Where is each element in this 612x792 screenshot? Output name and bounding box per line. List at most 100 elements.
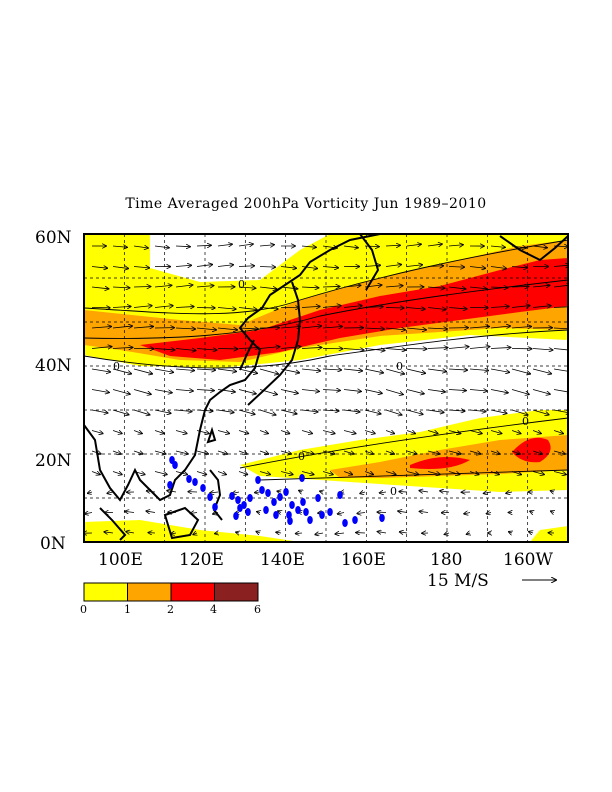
genesis-marker xyxy=(271,498,277,506)
genesis-marker xyxy=(192,478,198,486)
colorbar-tick-6: 6 xyxy=(254,603,261,616)
wind-vector xyxy=(448,267,464,268)
wind-vector xyxy=(91,368,110,372)
wind-vector xyxy=(238,368,257,373)
wind-vector xyxy=(125,511,135,512)
wind-vector xyxy=(277,491,281,492)
wind-vector xyxy=(175,328,195,329)
lon-label-120e: 120E xyxy=(179,550,224,570)
wind-vector xyxy=(193,533,197,534)
wind-vector xyxy=(278,511,281,512)
wind-vector xyxy=(364,368,383,373)
wind-vector xyxy=(343,369,362,371)
genesis-marker xyxy=(283,488,289,496)
wind-vector xyxy=(259,431,268,434)
wind-vector xyxy=(335,533,345,534)
wind-vector xyxy=(238,244,253,246)
wind-vector xyxy=(532,368,551,374)
wind-vector xyxy=(280,267,296,269)
wind-vector xyxy=(467,533,470,534)
wind-vector xyxy=(175,349,196,351)
wind-vector xyxy=(154,431,164,434)
wind-vector xyxy=(154,285,172,287)
wind-vector xyxy=(427,390,445,392)
wind-vector xyxy=(364,389,382,394)
colorbar xyxy=(83,582,259,602)
lon-label-180: 180 xyxy=(430,550,463,570)
wind-vector xyxy=(511,389,529,395)
wind-vector xyxy=(175,410,192,411)
wind-vector xyxy=(322,267,338,268)
wind-vector xyxy=(385,472,396,475)
wind-vector xyxy=(343,410,360,412)
wind-vector xyxy=(511,326,531,328)
wind-vector xyxy=(133,451,143,454)
wind-vector xyxy=(553,327,568,330)
wind-vector xyxy=(469,451,481,454)
wind-vector xyxy=(419,491,429,492)
wind-vector xyxy=(154,471,167,475)
wind-vector xyxy=(484,492,492,493)
wind-vector xyxy=(553,450,565,454)
wind-vector xyxy=(259,368,278,374)
wind-vector xyxy=(238,348,259,349)
wind-vector xyxy=(280,326,300,328)
wind-vector xyxy=(154,349,175,350)
wind-vector xyxy=(112,267,128,269)
wind-vector xyxy=(532,451,542,454)
wind-vector xyxy=(406,409,423,414)
wind-vector xyxy=(196,472,206,475)
genesis-marker xyxy=(233,512,239,520)
reference-vector-label: 15 M/S xyxy=(427,571,489,591)
colorbar-tick-0: 0 xyxy=(80,603,87,616)
wind-vector xyxy=(196,369,215,370)
wind-vector xyxy=(196,450,208,454)
wind-vector xyxy=(343,246,358,248)
wind-vector xyxy=(448,369,467,370)
wind-vector xyxy=(276,532,282,533)
wind-vector xyxy=(364,409,381,414)
wind-vector xyxy=(154,389,172,393)
wind-vector xyxy=(217,369,236,371)
wind-vector xyxy=(215,533,218,534)
wind-vector xyxy=(112,409,129,415)
lat-label-40n: 40N xyxy=(35,356,72,376)
asia-coastline xyxy=(84,234,381,502)
wind-vector xyxy=(553,307,568,308)
colorbar-tick-1: 1 xyxy=(124,603,131,616)
colorbar-box xyxy=(214,582,259,602)
wind-vector xyxy=(133,409,150,415)
genesis-marker xyxy=(342,519,348,527)
wind-vector xyxy=(343,390,361,392)
wind-vector xyxy=(154,306,173,308)
genesis-marker xyxy=(289,501,295,509)
wind-vector xyxy=(506,492,513,493)
wind-vector xyxy=(112,472,122,475)
philippines-coastline xyxy=(209,469,223,521)
wind-vector xyxy=(280,409,297,414)
wind-vector xyxy=(448,390,466,391)
wind-vector xyxy=(322,390,340,391)
wind-vector xyxy=(427,328,447,329)
wind-vector xyxy=(532,306,551,308)
wind-vector xyxy=(196,265,212,267)
wind-vector xyxy=(553,389,568,393)
wind-vector xyxy=(259,451,268,454)
wind-vector xyxy=(175,450,188,454)
wind-vector xyxy=(133,431,142,434)
wind-vector xyxy=(112,431,122,434)
vorticity-0to1-eq-east xyxy=(530,526,568,542)
genesis-marker xyxy=(307,516,313,524)
wind-vector xyxy=(551,491,554,492)
svg-text:0: 0 xyxy=(238,278,245,291)
korea-coastline xyxy=(239,339,255,371)
unshaded-region xyxy=(150,234,200,270)
wind-vector xyxy=(217,430,229,434)
wind-vector xyxy=(85,513,93,514)
wind-vector xyxy=(112,389,130,395)
wind-vector xyxy=(490,326,510,328)
wind-vector xyxy=(217,308,236,310)
wind-vector xyxy=(529,532,533,533)
genesis-marker xyxy=(167,481,173,489)
genesis-marker xyxy=(319,511,325,519)
